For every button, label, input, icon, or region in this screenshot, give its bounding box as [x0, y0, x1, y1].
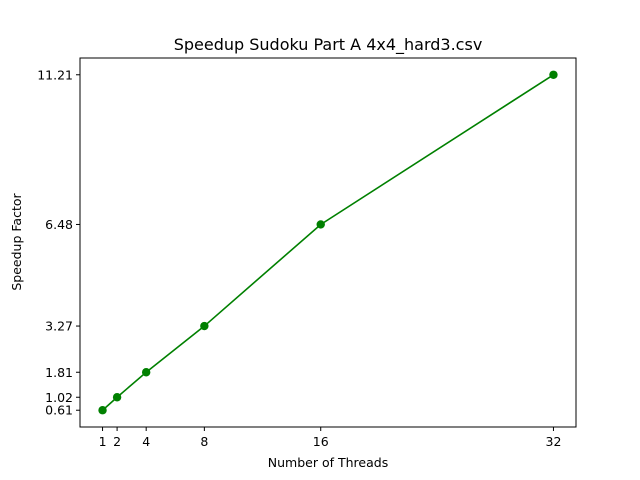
data-point-16 [316, 220, 325, 229]
y-tick-label-0.61: 0.61 [45, 403, 73, 418]
x-tick-label-32: 32 [546, 434, 562, 449]
y-tick-label-3.27: 3.27 [45, 319, 73, 334]
x-axis-label: Number of Threads [268, 455, 388, 470]
x-tick-label-16: 16 [313, 434, 329, 449]
chart-title: Speedup Sudoku Part A 4x4_hard3.csv [174, 35, 483, 55]
x-tick-label-1: 1 [99, 434, 107, 449]
y-axis-label: Speedup Factor [9, 193, 24, 291]
x-tick-label-2: 2 [113, 434, 121, 449]
axes-frame [79, 57, 577, 428]
x-tick-label-8: 8 [200, 434, 208, 449]
y-tick-label-1.02: 1.02 [45, 390, 73, 405]
y-tick-label-11.21: 11.21 [37, 67, 73, 82]
data-point-4 [141, 368, 151, 377]
plot-area: 1 2 4 8 16 32 0.611.02 1.81 3.27 6.48 11.21 [37, 57, 577, 449]
data-point-32 [549, 70, 558, 79]
data-point-1 [98, 406, 107, 415]
y-tick-label-6.48: 6.48 [45, 217, 73, 232]
x-tick-label-4: 4 [142, 434, 150, 449]
data-point-2 [112, 393, 122, 402]
data-point-8 [200, 321, 209, 331]
y-tick-label-1.81: 1.81 [45, 365, 73, 380]
